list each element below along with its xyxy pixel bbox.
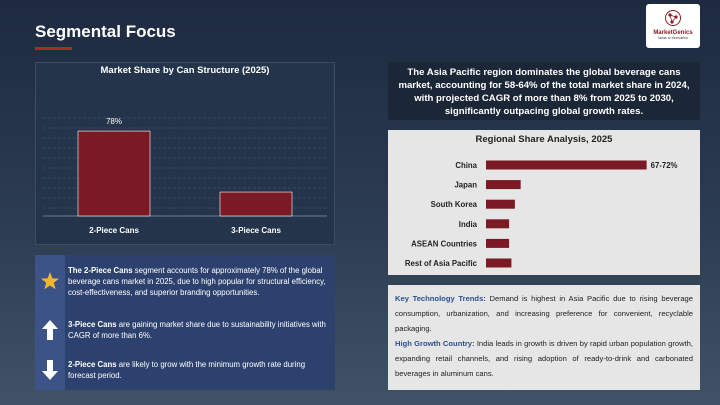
trend: High Growth Country: India leads in grow… <box>395 336 693 381</box>
data-label: 78% <box>106 117 122 126</box>
title-underline <box>35 47 72 50</box>
highlight: 2-Piece Cans are likely to grow with the… <box>68 359 330 381</box>
down-arrow-icon <box>42 360 58 380</box>
trends: Key Technology Trends: Demand is highest… <box>388 285 700 390</box>
chart: Market Share by Can Structure (2025) 78% 2… <box>43 65 327 235</box>
bar <box>486 199 515 209</box>
data-label: 67-72% <box>651 161 678 170</box>
chart-panel: Regional Share Analysis, 2025 China 67-72%… <box>388 130 700 275</box>
bar <box>486 258 512 268</box>
highlight-bold: The 2-Piece Cans <box>68 266 133 275</box>
trend-text: India leads in growth is driven by rapid… <box>395 339 693 378</box>
highlight-text: are likely to grow with the minimum grow… <box>68 360 306 380</box>
bar <box>486 160 647 170</box>
y-tick-label: India <box>459 220 478 229</box>
chart-panel: Market Share by Can Structure (2025) 78% 2… <box>35 62 335 245</box>
highlights: The 2-Piece Cans segment accounts for ap… <box>35 255 335 390</box>
logo-name: MarketGenics <box>653 30 693 36</box>
slide-title: Segmental Focus <box>35 22 176 41</box>
logo-tagline: Ideas to Innovation <box>658 36 688 40</box>
trend-text: Demand is highest in Asia Pacific due to… <box>395 294 694 333</box>
chart-title: Regional Share Analysis, 2025 <box>476 134 614 145</box>
bar <box>486 238 510 248</box>
up-arrow-icon <box>42 320 58 340</box>
logo: MarketGenics Ideas to Innovation <box>646 4 700 48</box>
chart: Regional Share Analysis, 2025 China 67-72%… <box>405 134 678 268</box>
bar <box>77 130 151 217</box>
trend: Key Technology Trends: Demand is highest… <box>395 291 693 336</box>
highlight: 3-Piece Cans are gaining market share du… <box>68 319 330 341</box>
y-tick-label: ASEAN Countries <box>411 239 478 248</box>
chart-title: Market Share by Can Structure (2025) <box>101 65 270 76</box>
bar <box>219 191 293 217</box>
logo-icon <box>665 10 681 26</box>
callout: The Asia Pacific region dominates the gl… <box>388 62 700 120</box>
bar <box>486 180 521 190</box>
bar <box>486 219 510 229</box>
y-tick-label: Japan <box>454 181 477 190</box>
star-icon <box>41 272 59 290</box>
y-tick-label: South Korea <box>431 200 478 209</box>
trend-label: High Growth Country: <box>395 339 475 348</box>
highlight: The 2-Piece Cans segment accounts for ap… <box>68 265 330 298</box>
highlight-bold: 2-Piece Cans <box>68 360 117 369</box>
y-tick-label: Rest of Asia Pacific <box>405 259 478 268</box>
highlight-text: are gaining market share due to sustaina… <box>68 320 326 340</box>
y-tick-label: China <box>455 161 477 170</box>
highlight-text: segment accounts for approximately 78% o… <box>68 266 326 297</box>
trend-label: Key Technology Trends: <box>395 294 486 303</box>
x-tick-label: 3-Piece Cans <box>231 226 281 235</box>
x-tick-label: 2-Piece Cans <box>89 226 139 235</box>
highlight-bold: 3-Piece Cans <box>68 320 117 329</box>
